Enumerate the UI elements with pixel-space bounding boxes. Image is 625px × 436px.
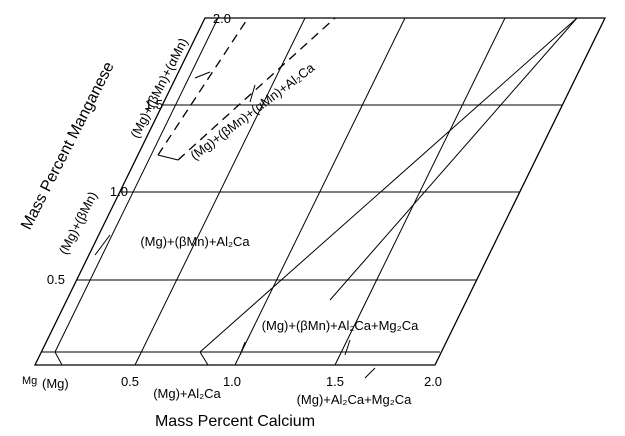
pointer bbox=[344, 339, 351, 356]
pointer bbox=[364, 367, 376, 379]
y-axis-title: Mass Percent Manganese bbox=[18, 59, 118, 232]
x-tick-label: 1.5 bbox=[326, 374, 344, 389]
region-label: (Mg)+Al₂Ca+Mg₂Ca bbox=[297, 392, 413, 407]
region-label: (Mg)+Al₂Ca bbox=[153, 386, 221, 401]
grid-line bbox=[134, 17, 306, 366]
x-axis-title: Mass Percent Calcium bbox=[155, 413, 315, 430]
phase-boundary bbox=[199, 17, 578, 353]
phase-boundary bbox=[54, 17, 219, 353]
grid-line bbox=[334, 17, 506, 366]
phase-boundary bbox=[54, 351, 63, 366]
pointer bbox=[94, 234, 111, 256]
x-tick-label: 1.0 bbox=[223, 374, 241, 389]
x-tick-label: 2.0 bbox=[424, 374, 442, 389]
y-tick-label: 1.5 bbox=[145, 97, 163, 112]
phase-boundary bbox=[157, 154, 179, 161]
region-label: (Mg) bbox=[42, 376, 69, 391]
frame bbox=[33, 17, 607, 366]
y-tick-label: 2.0 bbox=[213, 11, 231, 26]
corner-label: Mg bbox=[22, 375, 37, 387]
diagram-lines bbox=[33, 17, 607, 379]
pointer bbox=[249, 84, 256, 103]
region-label: (Mg)+(βMn)+Al₂Ca+Mg₂Ca bbox=[262, 318, 419, 333]
phase-boundary bbox=[157, 17, 249, 156]
grid-line bbox=[234, 17, 406, 366]
region-label: (Mg)+(βMn)+(αMn) bbox=[127, 35, 190, 140]
pointer bbox=[194, 71, 211, 79]
phase-boundary bbox=[177, 17, 336, 161]
phase-boundary bbox=[199, 351, 209, 366]
region-label: (Mg)+(βMn)+Al₂Ca bbox=[140, 234, 250, 249]
pointer bbox=[239, 341, 246, 356]
phase-boundary bbox=[329, 17, 578, 301]
y-tick-label: 1.0 bbox=[110, 184, 128, 199]
y-tick-label: 0.5 bbox=[47, 272, 65, 287]
region-label: (Mg)+(βMn)+(αMn)+Al₂Ca bbox=[187, 59, 317, 162]
x-tick-label: 0.5 bbox=[121, 374, 139, 389]
